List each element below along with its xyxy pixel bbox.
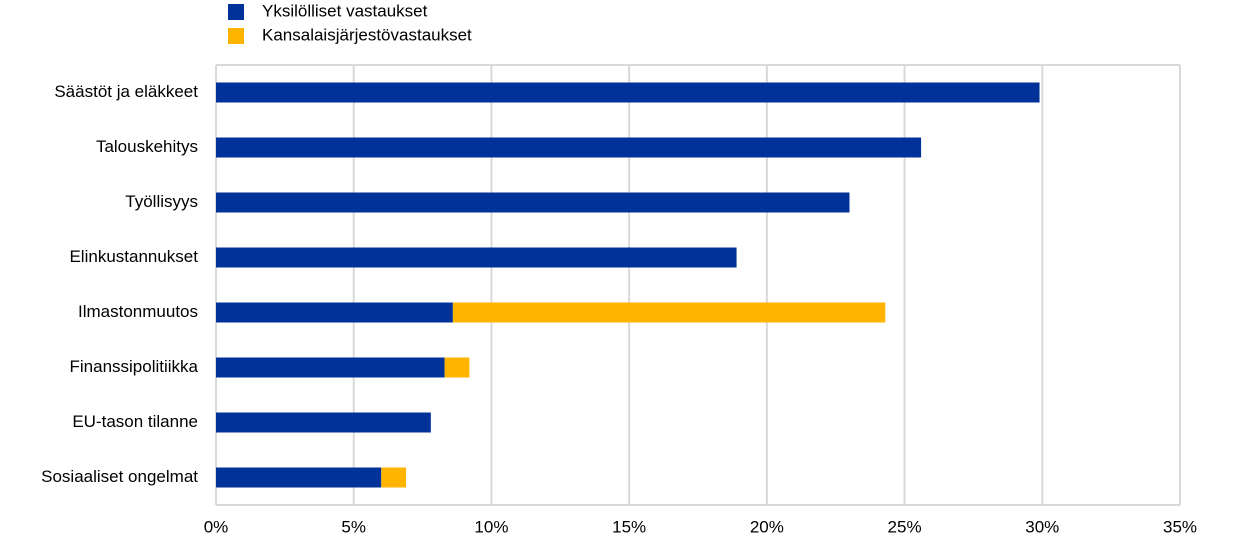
bar-segment xyxy=(216,412,431,433)
legend-label: Yksilölliset vastaukset xyxy=(262,1,428,20)
y-tick-label: Talouskehitys xyxy=(96,137,198,156)
y-tick-label: Säästöt ja eläkkeet xyxy=(54,82,198,101)
bar-segment xyxy=(216,192,850,213)
x-tick-label: 5% xyxy=(341,517,366,536)
legend-swatch xyxy=(228,28,244,44)
x-tick-label: 30% xyxy=(1025,517,1059,536)
bar-segment xyxy=(452,302,886,323)
bar-segment xyxy=(216,467,382,488)
bar-segment xyxy=(216,357,445,378)
x-tick-label: 0% xyxy=(204,517,229,536)
y-tick-label: Sosiaaliset ongelmat xyxy=(41,467,198,486)
x-tick-label: 15% xyxy=(612,517,646,536)
bar-segment xyxy=(216,82,1040,103)
y-tick-label: Työllisyys xyxy=(125,192,198,211)
legend-swatch xyxy=(228,4,244,20)
y-tick-label: Finanssipolitiikka xyxy=(70,357,199,376)
y-tick-label: Ilmastonmuutos xyxy=(78,302,198,321)
x-tick-label: 35% xyxy=(1163,517,1197,536)
x-tick-label: 10% xyxy=(474,517,508,536)
bar-segment xyxy=(216,302,453,323)
bar-segment xyxy=(216,247,737,268)
x-tick-label: 25% xyxy=(888,517,922,536)
legend-label: Kansalaisjärjestövastaukset xyxy=(262,25,472,44)
y-tick-label: Elinkustannukset xyxy=(69,247,198,266)
x-tick-label: 20% xyxy=(750,517,784,536)
bar-segment xyxy=(381,467,407,488)
bar-segment xyxy=(444,357,470,378)
bar-segment xyxy=(216,137,922,158)
y-tick-label: EU-tason tilanne xyxy=(72,412,198,431)
